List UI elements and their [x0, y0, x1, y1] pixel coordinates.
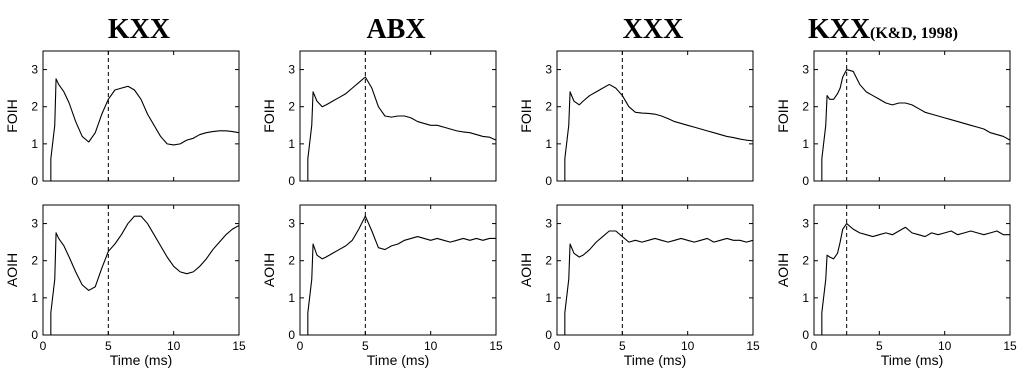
series-line [300, 76, 497, 182]
x-tick-label: 0 [554, 339, 561, 353]
axes-frame [556, 204, 754, 336]
axes-frame [813, 50, 1011, 182]
series-line [814, 223, 1010, 336]
panel-2: 0 1 2 3 FOIH [261, 50, 497, 188]
y-tick-label: 2 [545, 254, 552, 268]
column-title-3: XXX [623, 14, 684, 45]
y-tick-label: 2 [802, 100, 809, 114]
y-tick-label: 0 [802, 174, 809, 188]
x-axis-label: Time (ms) [110, 352, 172, 368]
x-axis-label: Time (ms) [367, 352, 429, 368]
y-tick-label: 2 [288, 100, 295, 114]
y-tick-label: 1 [31, 291, 38, 305]
x-tick-label: 10 [424, 339, 438, 353]
y-tick-label: 3 [802, 63, 809, 77]
y-tick-label: 1 [545, 291, 552, 305]
y-tick-label: 1 [802, 291, 809, 305]
x-tick-label: 15 [746, 339, 760, 353]
series-line [557, 230, 754, 336]
x-tick-label: 5 [876, 339, 883, 353]
y-axis-label: AOIH [518, 253, 534, 287]
x-tick-label: 15 [232, 339, 246, 353]
panel-6: 0 1 2 3 0 5 10 15 AOIH Time (ms) [261, 204, 503, 368]
x-tick-label: 0 [811, 339, 818, 353]
y-tick-label: 0 [288, 328, 295, 342]
y-tick-label: 3 [802, 217, 809, 231]
panel-4: 0 1 2 3 FOIH [775, 50, 1011, 188]
y-tick-label: 3 [545, 63, 552, 77]
y-axis-label: FOIH [261, 99, 277, 132]
series-line [43, 215, 240, 336]
y-axis-label: FOIH [4, 99, 20, 132]
axes-frame [299, 50, 497, 182]
panel-7: 0 1 2 3 0 5 10 15 AOIH Time (ms) [518, 204, 760, 368]
x-tick-label: 0 [40, 339, 47, 353]
column-title-1: KXX [108, 14, 170, 45]
y-tick-label: 0 [288, 174, 295, 188]
y-tick-label: 1 [31, 137, 38, 151]
x-tick-label: 15 [1003, 339, 1017, 353]
series-line [300, 215, 496, 336]
y-tick-label: 3 [31, 217, 38, 231]
y-tick-label: 1 [288, 291, 295, 305]
y-axis-label: AOIH [261, 253, 277, 287]
y-axis-label: AOIH [775, 253, 791, 287]
panel-1: 0 1 2 3 FOIH [4, 50, 240, 188]
axes-frame [42, 204, 240, 336]
panel-3: 0 1 2 3 FOIH [518, 50, 754, 188]
x-tick-label: 0 [297, 339, 304, 353]
series-line [43, 78, 240, 182]
x-tick-label: 10 [938, 339, 952, 353]
y-tick-label: 0 [545, 328, 552, 342]
column-title-2: ABX [366, 14, 425, 45]
x-tick-label: 5 [105, 339, 112, 353]
column-title-4-subtitle: (K&D, 1998) [870, 25, 958, 42]
y-tick-label: 2 [802, 254, 809, 268]
axes-frame [299, 204, 497, 336]
column-title-4: KXX [808, 14, 870, 45]
axes-frame [42, 50, 240, 182]
y-tick-label: 0 [545, 174, 552, 188]
y-tick-label: 1 [288, 137, 295, 151]
y-tick-label: 0 [802, 328, 809, 342]
y-tick-label: 3 [288, 217, 295, 231]
y-tick-label: 2 [288, 254, 295, 268]
y-tick-label: 0 [31, 174, 38, 188]
y-tick-label: 3 [31, 63, 38, 77]
y-tick-label: 2 [545, 100, 552, 114]
x-axis-label: Time (ms) [881, 352, 943, 368]
series-line [814, 69, 1011, 182]
y-tick-label: 3 [545, 217, 552, 231]
y-tick-label: 1 [545, 137, 552, 151]
y-tick-label: 2 [31, 254, 38, 268]
axes-frame [556, 50, 754, 182]
y-tick-label: 2 [31, 100, 38, 114]
y-axis-label: FOIH [775, 99, 791, 132]
x-tick-label: 10 [167, 339, 181, 353]
y-tick-label: 1 [802, 137, 809, 151]
panel-5: 0 1 2 3 0 5 10 15 AOIH Time (ms) [4, 204, 246, 368]
panel-8: 0 1 2 3 0 5 10 15 AOIH Time (ms) [775, 204, 1017, 368]
y-axis-label: AOIH [4, 253, 20, 287]
y-axis-label: FOIH [518, 99, 534, 132]
axes-frame [813, 204, 1011, 336]
y-tick-label: 3 [288, 63, 295, 77]
x-axis-label: Time (ms) [624, 352, 686, 368]
y-tick-label: 0 [31, 328, 38, 342]
x-tick-label: 5 [619, 339, 626, 353]
x-tick-label: 10 [681, 339, 695, 353]
x-tick-label: 15 [489, 339, 503, 353]
series-line [557, 83, 754, 182]
x-tick-label: 5 [362, 339, 369, 353]
